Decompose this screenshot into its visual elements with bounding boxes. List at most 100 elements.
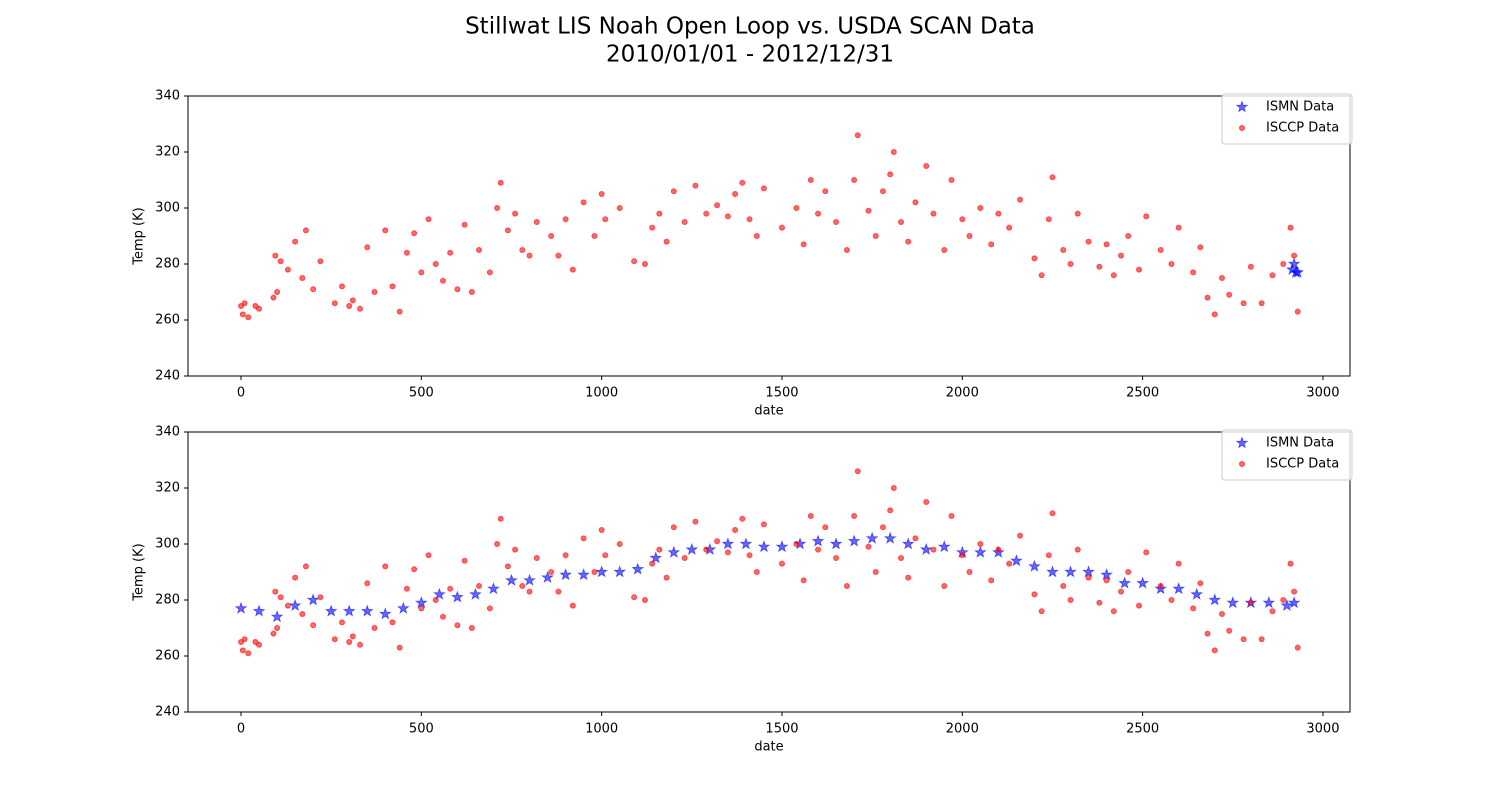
circle-point xyxy=(746,216,753,223)
circle-point xyxy=(1294,308,1301,315)
circle-point xyxy=(1280,260,1287,267)
circle-point xyxy=(349,297,356,304)
x-tick-label: 2000 xyxy=(946,386,979,401)
circle-point xyxy=(851,513,858,520)
circle-point xyxy=(504,227,511,234)
circle-point xyxy=(382,227,389,234)
circle-point xyxy=(512,210,519,217)
y-tick-label: 340 xyxy=(155,425,180,440)
circle-point xyxy=(382,563,389,570)
circle-point xyxy=(1197,580,1204,587)
circle-point xyxy=(1287,224,1294,231)
circle-point xyxy=(439,613,446,620)
star-point xyxy=(613,565,627,578)
circle-point xyxy=(670,524,677,531)
circle-point xyxy=(739,179,746,186)
circle-point xyxy=(274,288,281,295)
circle-point xyxy=(389,619,396,626)
x-axis-label: date xyxy=(754,404,783,419)
x-tick-label: 3000 xyxy=(1306,722,1339,737)
circle-point xyxy=(1049,510,1056,517)
circle-point xyxy=(1045,552,1052,559)
circle-point xyxy=(1211,311,1218,318)
circle-point xyxy=(468,625,475,632)
circle-point xyxy=(793,541,800,548)
circle-point xyxy=(580,535,587,542)
circle-point xyxy=(833,555,840,562)
circle-point xyxy=(245,314,252,321)
circle-point xyxy=(1143,549,1150,556)
circle-point xyxy=(1074,546,1081,553)
star-point xyxy=(883,531,897,544)
circle-point xyxy=(703,546,710,553)
circle-point xyxy=(778,560,785,567)
circle-point xyxy=(533,555,540,562)
circle-point xyxy=(1269,272,1276,279)
circle-point xyxy=(1240,300,1247,307)
circle-point xyxy=(396,308,403,315)
circle-point xyxy=(447,249,454,256)
circle-point xyxy=(454,286,461,293)
circle-point xyxy=(1038,608,1045,615)
circle-point xyxy=(533,218,540,225)
circle-point xyxy=(497,515,504,522)
star-point xyxy=(775,540,789,553)
star-point xyxy=(811,534,825,547)
y-tick-label: 260 xyxy=(155,649,180,664)
y-tick-label: 240 xyxy=(155,705,180,720)
circle-point xyxy=(598,527,605,534)
circle-point xyxy=(1291,252,1298,259)
circle-point xyxy=(941,246,948,253)
star-point xyxy=(667,545,681,558)
star-point xyxy=(288,598,302,612)
circle-point xyxy=(822,524,829,531)
star-point xyxy=(1235,100,1249,113)
star-point xyxy=(865,531,879,544)
circle-point xyxy=(800,577,807,584)
circle-point xyxy=(1143,213,1150,220)
circle-point xyxy=(1258,636,1265,643)
star-point xyxy=(1136,576,1150,589)
circle-point xyxy=(872,569,879,576)
circle-point xyxy=(357,641,364,648)
figure-subtitle: 2010/01/01 - 2012/12/31 xyxy=(606,42,894,68)
circle-point xyxy=(425,216,432,223)
circle-point xyxy=(1239,460,1246,467)
star-point xyxy=(1010,554,1023,567)
circle-point xyxy=(1157,583,1164,590)
circle-point xyxy=(1136,266,1143,273)
circle-point xyxy=(995,546,1002,553)
figure-title: Stillwat LIS Noah Open Loop vs. USDA SCA… xyxy=(465,14,1035,40)
circle-point xyxy=(461,221,468,228)
circle-point xyxy=(270,294,277,301)
star-point xyxy=(541,570,554,584)
circle-point xyxy=(1049,174,1056,181)
circle-point xyxy=(681,218,688,225)
circle-point xyxy=(843,246,850,253)
circle-point xyxy=(389,283,396,290)
star-point xyxy=(523,573,536,586)
circle-point xyxy=(403,585,410,592)
circle-point xyxy=(349,633,356,640)
star-point xyxy=(306,593,320,606)
circle-point xyxy=(815,546,822,553)
star-point xyxy=(739,537,753,550)
circle-point xyxy=(966,232,973,239)
star-point xyxy=(1082,565,1095,578)
circle-point xyxy=(1103,577,1110,584)
circle-point xyxy=(1226,291,1233,298)
circle-point xyxy=(1117,588,1124,595)
star-point xyxy=(1190,587,1204,600)
circle-point xyxy=(555,252,562,259)
circle-point xyxy=(641,597,648,604)
x-tick-label: 1500 xyxy=(765,722,798,737)
circle-point xyxy=(923,162,930,169)
circle-point xyxy=(815,210,822,217)
circle-point xyxy=(519,583,526,590)
circle-point xyxy=(948,513,955,520)
circle-point xyxy=(357,305,364,312)
circle-point xyxy=(703,210,710,217)
circle-point xyxy=(800,241,807,248)
x-tick-label: 1500 xyxy=(765,386,798,401)
circle-point xyxy=(526,588,533,595)
